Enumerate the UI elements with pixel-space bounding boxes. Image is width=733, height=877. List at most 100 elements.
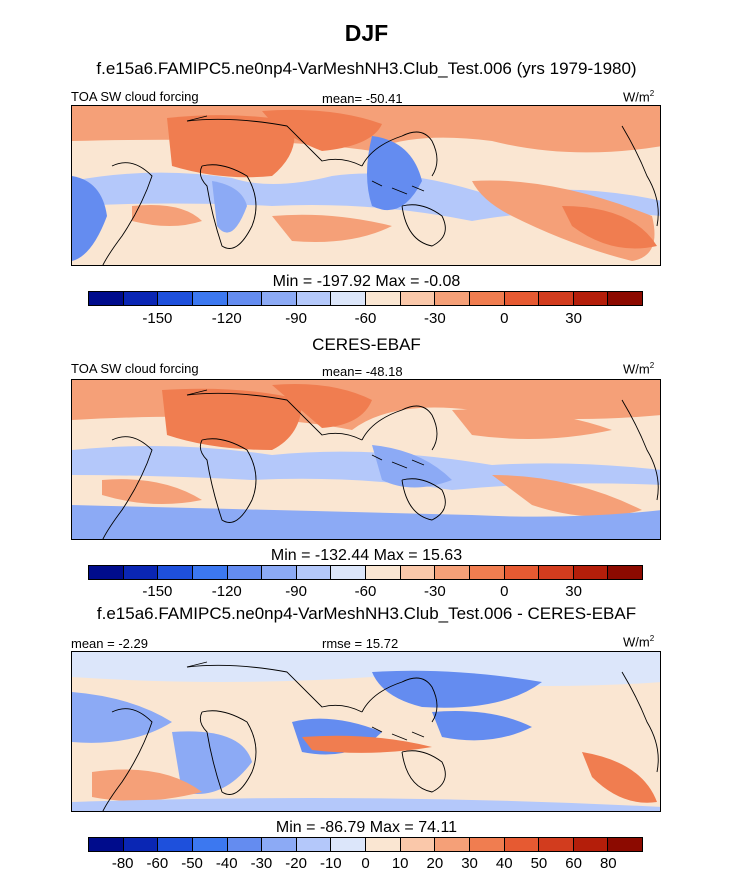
coastline bbox=[186, 115, 257, 249]
colorbar-box bbox=[262, 838, 297, 851]
colorbar-tick-label: -30 bbox=[424, 310, 446, 327]
colorbar-box bbox=[331, 566, 366, 579]
panel-1-minmax: Min = -197.92 Max = -0.08 bbox=[272, 273, 461, 290]
coastline bbox=[371, 180, 425, 195]
contour-region bbox=[272, 214, 392, 242]
colorbar-box bbox=[89, 292, 124, 305]
colorbar-tick-label: -150 bbox=[142, 583, 173, 600]
colorbar-box bbox=[608, 292, 642, 305]
colorbar-box bbox=[192, 292, 228, 305]
panel-3-rmse-label: rmse = 15.72 bbox=[322, 636, 399, 651]
panel-3-units: W/m2 bbox=[623, 634, 655, 650]
colorbar-box bbox=[89, 838, 124, 851]
colorbar-tick-label: -30 bbox=[250, 855, 273, 872]
colorbar-box bbox=[331, 292, 366, 305]
coastline bbox=[401, 750, 446, 793]
colorbar-box bbox=[435, 292, 470, 305]
panel-1-map bbox=[71, 105, 661, 266]
contour-region bbox=[72, 505, 660, 539]
panel-1-variable-label: TOA SW cloud forcing bbox=[71, 89, 199, 104]
contour-region bbox=[492, 475, 642, 517]
colorbar-tick-label: 80 bbox=[599, 855, 617, 872]
colorbar-tick-label: 0 bbox=[500, 310, 509, 327]
coastline bbox=[401, 204, 446, 247]
colorbar-tick-label: 10 bbox=[391, 855, 409, 872]
colorbar-tick-label: -10 bbox=[319, 855, 342, 872]
coastline bbox=[186, 118, 363, 167]
contour-region bbox=[452, 409, 612, 439]
coastline bbox=[361, 405, 438, 451]
colorbar-tick-label: 0 bbox=[361, 855, 370, 872]
colorbar-tick-label: 0 bbox=[500, 583, 509, 600]
contour-region bbox=[102, 479, 202, 504]
colorbar-tick-label: -20 bbox=[285, 855, 307, 872]
colorbar-box bbox=[539, 566, 574, 579]
panel-1-mean-label: mean= -50.41 bbox=[322, 91, 403, 106]
coastline bbox=[186, 392, 363, 441]
contour-region bbox=[167, 115, 295, 178]
colorbar-box bbox=[366, 838, 401, 851]
colorbar-box bbox=[123, 292, 159, 305]
panel-1-title: f.e15a6.FAMIPC5.ne0np4-VarMeshNH3.Club_T… bbox=[96, 59, 637, 78]
contour-region bbox=[582, 752, 657, 803]
panel-1-colorbar-ticks: -150 -120 -90 -60 -30 0 30 bbox=[88, 310, 643, 328]
colorbar-box bbox=[123, 838, 159, 851]
panel-3-map bbox=[71, 651, 661, 812]
colorbar-tick-label: 50 bbox=[530, 855, 548, 872]
coastline bbox=[361, 131, 438, 177]
colorbar-box bbox=[227, 292, 263, 305]
coastline bbox=[102, 162, 153, 265]
contour-region bbox=[372, 445, 452, 488]
colorbar-box bbox=[192, 566, 228, 579]
colorbar-box bbox=[435, 838, 470, 851]
colorbar-box bbox=[158, 566, 193, 579]
panel-2-map bbox=[71, 379, 661, 540]
colorbar-tick-label: -80 bbox=[111, 855, 134, 872]
colorbar-box bbox=[158, 838, 193, 851]
colorbar-box bbox=[435, 566, 470, 579]
panel-2-mean-label: mean= -48.18 bbox=[322, 364, 403, 379]
contour-region bbox=[432, 711, 532, 741]
colorbar-tick-label: 20 bbox=[426, 855, 444, 872]
coastline bbox=[186, 661, 257, 795]
colorbar-tick-label: -40 bbox=[215, 855, 238, 872]
colorbar-box bbox=[469, 838, 505, 851]
colorbar-tick-label: -90 bbox=[285, 310, 307, 327]
contour-region bbox=[72, 692, 172, 743]
panel-2-colorbar-ticks: -150 -120 -90 -60 -30 0 30 bbox=[88, 583, 643, 601]
colorbar-box bbox=[539, 838, 574, 851]
colorbar-tick-label: 60 bbox=[565, 855, 582, 872]
colorbar-tick-label: -120 bbox=[211, 310, 242, 327]
colorbar-box bbox=[331, 838, 366, 851]
panel-2-minmax: Min = -132.44 Max = 15.63 bbox=[270, 547, 463, 564]
coastline bbox=[621, 671, 659, 773]
colorbar-box bbox=[296, 838, 332, 851]
colorbar-tick-label: 30 bbox=[565, 310, 582, 327]
colorbar-tick-label: -30 bbox=[424, 583, 446, 600]
panel-2-colorbar bbox=[88, 565, 643, 580]
contour-region bbox=[272, 384, 372, 428]
coastline bbox=[186, 389, 257, 523]
colorbar-tick-label: -150 bbox=[142, 310, 173, 327]
coastline bbox=[371, 454, 425, 469]
colorbar-box bbox=[262, 292, 297, 305]
colorbar-box bbox=[573, 566, 609, 579]
colorbar-tick-label: -60 bbox=[146, 855, 169, 872]
contour-region bbox=[92, 769, 202, 801]
contour-region bbox=[72, 798, 660, 811]
colorbar-box bbox=[366, 566, 401, 579]
contour-region bbox=[172, 731, 252, 794]
colorbar-tick-label: -120 bbox=[211, 583, 242, 600]
colorbar-box bbox=[608, 566, 642, 579]
colorbar-box bbox=[227, 566, 263, 579]
colorbar-tick-label: -90 bbox=[285, 583, 307, 600]
panel-3-mean-label: mean = -2.29 bbox=[71, 636, 148, 651]
colorbar-tick-label: -60 bbox=[354, 310, 377, 327]
coastline bbox=[371, 726, 425, 741]
contour-region bbox=[72, 176, 107, 261]
contour-region bbox=[262, 109, 382, 151]
contour-region bbox=[162, 388, 302, 450]
panel-1-colorbar bbox=[88, 291, 643, 306]
colorbar-box bbox=[469, 566, 505, 579]
panel-3-title: f.e15a6.FAMIPC5.ne0np4-VarMeshNH3.Club_T… bbox=[96, 604, 637, 623]
